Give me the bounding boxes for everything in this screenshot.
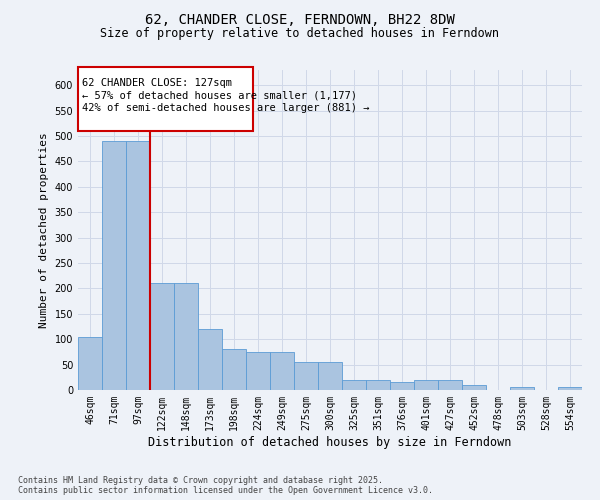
Text: 62, CHANDER CLOSE, FERNDOWN, BH22 8DW: 62, CHANDER CLOSE, FERNDOWN, BH22 8DW — [145, 12, 455, 26]
Bar — [318, 362, 342, 390]
X-axis label: Distribution of detached houses by size in Ferndown: Distribution of detached houses by size … — [148, 436, 512, 448]
Text: ← 57% of detached houses are smaller (1,177): ← 57% of detached houses are smaller (1,… — [82, 90, 356, 101]
Bar — [462, 385, 486, 390]
Y-axis label: Number of detached properties: Number of detached properties — [39, 132, 49, 328]
Bar — [390, 382, 414, 390]
FancyBboxPatch shape — [78, 68, 253, 131]
Bar — [126, 141, 150, 390]
Bar — [510, 388, 534, 390]
Bar — [174, 284, 198, 390]
Text: Contains HM Land Registry data © Crown copyright and database right 2025.
Contai: Contains HM Land Registry data © Crown c… — [18, 476, 433, 495]
Bar — [294, 362, 318, 390]
Text: 62 CHANDER CLOSE: 127sqm: 62 CHANDER CLOSE: 127sqm — [82, 78, 232, 88]
Bar — [270, 352, 294, 390]
Text: Size of property relative to detached houses in Ferndown: Size of property relative to detached ho… — [101, 28, 499, 40]
Bar — [222, 350, 246, 390]
Bar — [366, 380, 390, 390]
Bar — [438, 380, 462, 390]
Bar — [246, 352, 270, 390]
Bar — [558, 388, 582, 390]
Bar — [414, 380, 438, 390]
Bar — [102, 141, 126, 390]
Bar — [198, 329, 222, 390]
Bar — [78, 336, 102, 390]
Bar — [342, 380, 366, 390]
Bar — [150, 284, 174, 390]
Text: 42% of semi-detached houses are larger (881) →: 42% of semi-detached houses are larger (… — [82, 103, 369, 113]
